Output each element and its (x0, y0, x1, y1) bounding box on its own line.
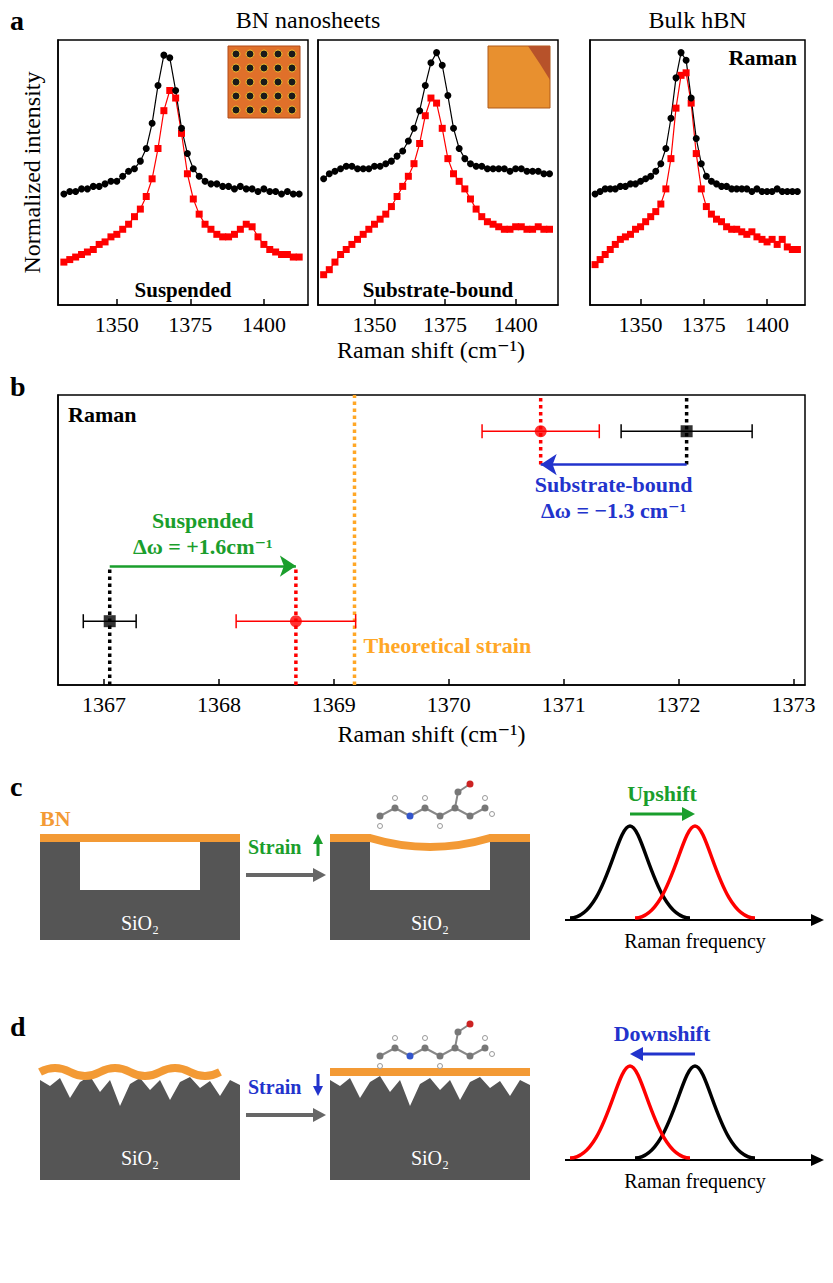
svg-text:1350: 1350 (95, 312, 139, 337)
svg-text:SiO₂: SiO₂ (411, 912, 449, 934)
svg-text:1370: 1370 (427, 692, 471, 717)
svg-text:BN nanosheets: BN nanosheets (236, 7, 381, 33)
svg-text:1350: 1350 (352, 312, 396, 337)
svg-text:Raman frequency: Raman frequency (624, 930, 766, 953)
svg-text:1375: 1375 (682, 312, 726, 337)
svg-text:Substrate-bound: Substrate-bound (535, 472, 693, 497)
svg-text:Raman frequency: Raman frequency (624, 1170, 766, 1193)
svg-text:Downshift: Downshift (614, 1021, 711, 1046)
svg-text:Raman shift (cm⁻¹): Raman shift (cm⁻¹) (338, 721, 526, 747)
svg-text:1375: 1375 (423, 312, 467, 337)
svg-text:SiO₂: SiO₂ (121, 1147, 159, 1169)
svg-text:Bulk hBN: Bulk hBN (648, 7, 746, 33)
svg-text:b: b (10, 371, 26, 402)
svg-text:Raman shift (cm⁻¹): Raman shift (cm⁻¹) (337, 337, 525, 363)
svg-text:d: d (10, 1011, 26, 1042)
svg-text:Strain: Strain (248, 836, 301, 858)
svg-text:Suspended: Suspended (135, 278, 232, 302)
svg-text:Normalized intensity: Normalized intensity (19, 72, 45, 274)
svg-text:Upshift: Upshift (627, 781, 697, 806)
svg-text:1400: 1400 (745, 312, 789, 337)
svg-text:1400: 1400 (494, 312, 538, 337)
svg-text:Raman: Raman (68, 402, 136, 427)
svg-text:1369: 1369 (312, 692, 356, 717)
svg-text:SiO₂: SiO₂ (121, 912, 159, 934)
svg-text:1371: 1371 (542, 692, 586, 717)
svg-text:Strain: Strain (248, 1076, 301, 1098)
svg-text:1373: 1373 (772, 692, 816, 717)
svg-text:BN: BN (40, 806, 71, 831)
svg-text:1367: 1367 (82, 692, 126, 717)
svg-text:1368: 1368 (197, 692, 241, 717)
svg-text:Raman: Raman (729, 45, 797, 70)
svg-text:c: c (10, 771, 22, 802)
svg-text:1400: 1400 (242, 312, 286, 337)
svg-text:1350: 1350 (619, 312, 663, 337)
svg-text:Theoretical strain: Theoretical strain (364, 633, 532, 658)
svg-text:Δω = +1.6cm⁻¹: Δω = +1.6cm⁻¹ (133, 534, 273, 559)
svg-text:Suspended: Suspended (152, 508, 254, 533)
svg-text:1375: 1375 (168, 312, 212, 337)
svg-text:Δω = −1.3 cm⁻¹: Δω = −1.3 cm⁻¹ (541, 498, 686, 523)
svg-text:SiO₂: SiO₂ (411, 1147, 449, 1169)
svg-text:Substrate-bound: Substrate-bound (363, 278, 514, 302)
svg-text:a: a (10, 5, 24, 36)
svg-text:1372: 1372 (657, 692, 701, 717)
